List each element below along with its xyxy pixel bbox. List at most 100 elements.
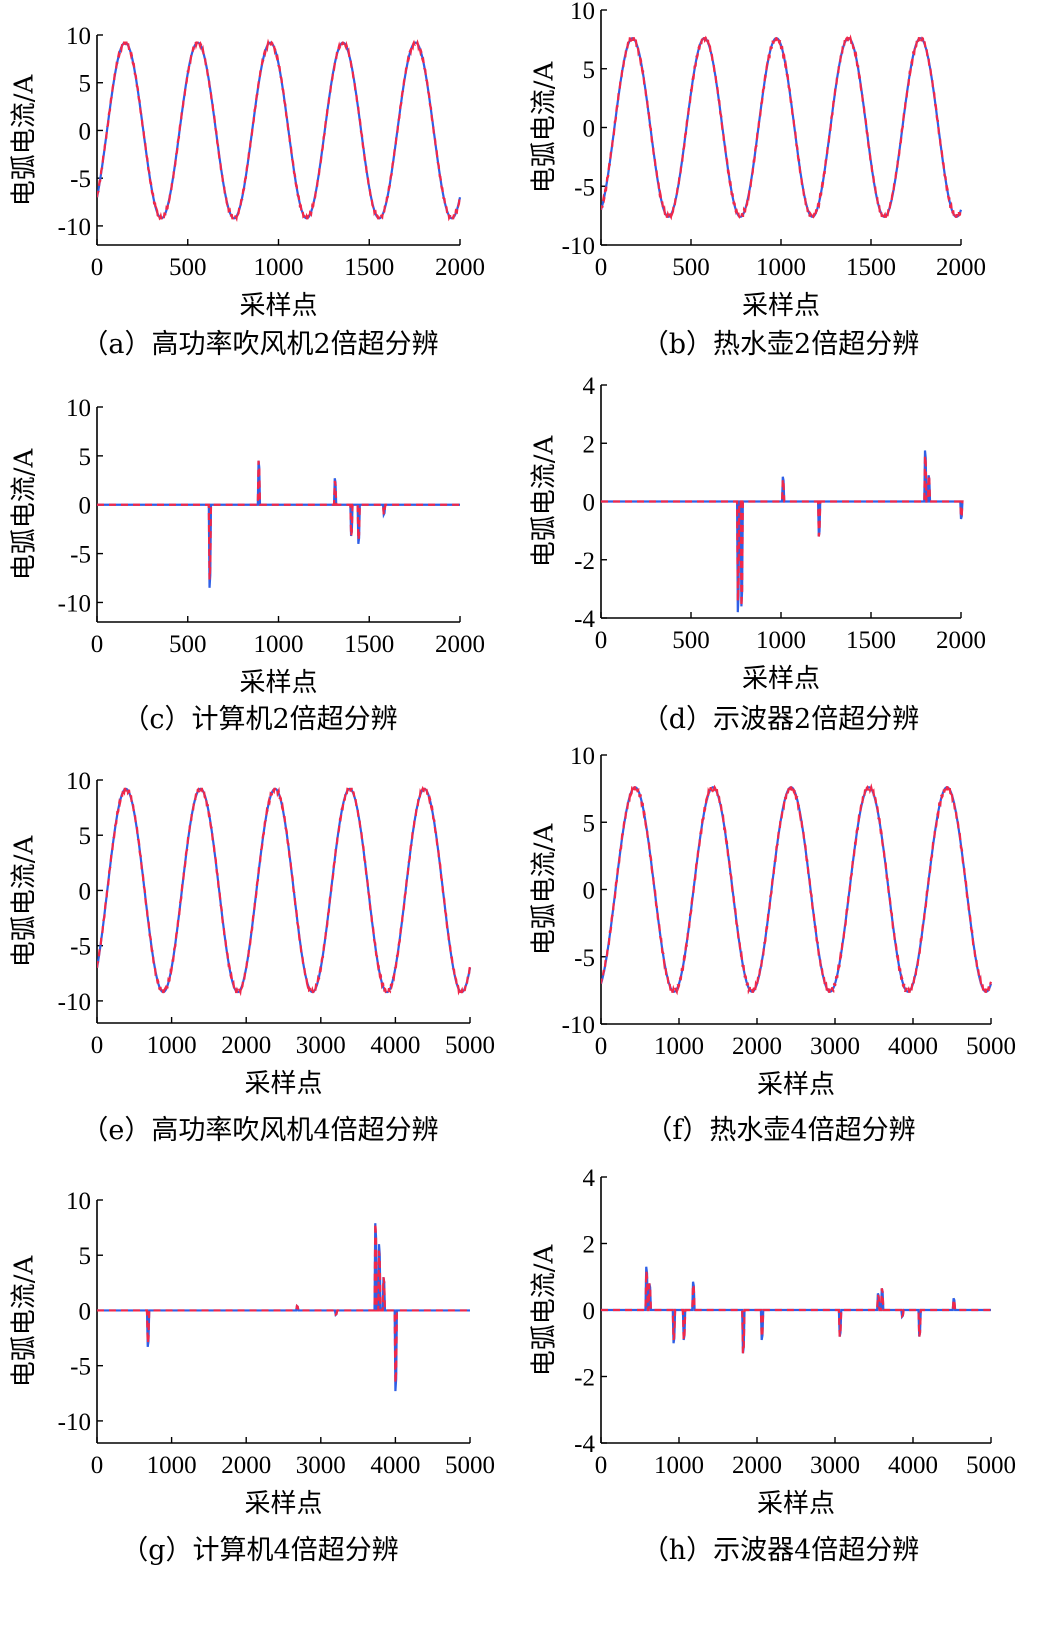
axes: 0 1000 2000 3000 4000 5000 -10 -5 0 5 10 (562, 743, 1016, 1060)
y-tick-label: -5 (574, 945, 595, 972)
x-tick-label: 2000 (732, 1033, 782, 1060)
series-reconstructed-line (601, 783, 993, 996)
x-tick-label: 1000 (756, 254, 806, 281)
x-axis-label: 采样点 (239, 291, 318, 321)
y-tick-label: -2 (574, 548, 595, 575)
panel-b: 0 500 1000 1500 2000 -10 -5 0 5 10 电弧电流/A 采样点 （b）热水壶… (520, 0, 1041, 365)
panel-c: 0 500 1000 1500 2000 -10 -5 0 5 10 电弧电流/A 采样点 （c）计算机… (0, 375, 520, 735)
panel-caption: （h）示波器4倍超分辨 (641, 1535, 920, 1566)
axes: 0 1000 2000 3000 4000 5000 -4 -2 0 2 4 (574, 1165, 1016, 1479)
x-tick-label: 1000 (254, 631, 304, 658)
x-tick-label: 1500 (344, 254, 394, 281)
series-original-line (601, 786, 993, 993)
y-tick-label: -10 (562, 1012, 595, 1039)
panel-caption: （e）高功率吹风机4倍超分辨 (81, 1115, 439, 1146)
y-tick-label: 5 (79, 823, 92, 850)
x-tick-label: 1000 (254, 254, 304, 281)
axes: 0 500 1000 1500 2000 -10 -5 0 5 10 (58, 23, 485, 281)
chart-svg: 0 500 1000 1500 2000 -10 -5 0 5 10 (58, 23, 485, 281)
x-tick-label: 3000 (810, 1033, 860, 1060)
y-tick-label: 10 (66, 395, 91, 422)
y-tick-label: 10 (66, 1188, 91, 1215)
chart-svg: 0 500 1000 1500 2000 -10 -5 0 5 10 (58, 395, 485, 658)
x-axis-label: 采样点 (244, 1069, 323, 1099)
y-axis-label: 电弧电流/A (9, 835, 40, 968)
y-tick-label: -4 (574, 606, 595, 633)
panel-caption: （b）热水壶2倍超分辨 (641, 329, 920, 360)
x-tick-label: 3000 (810, 1452, 860, 1479)
y-tick-label: -10 (58, 1409, 91, 1436)
y-axis-label: 电弧电流/A (529, 1244, 560, 1376)
y-tick-label: -5 (70, 934, 91, 961)
series-original-line (97, 460, 460, 588)
x-tick-label: 1500 (846, 627, 896, 654)
panel-a: 0 500 1000 1500 2000 -10 -5 0 5 10 电弧电流/A 采样点 （a）高功率… (0, 0, 520, 365)
y-axis-label: 电弧电流/A (9, 448, 40, 581)
x-tick-label: 0 (595, 254, 608, 281)
x-tick-label: 1000 (756, 627, 806, 654)
x-axis-label: 采样点 (756, 1489, 835, 1519)
y-tick-label: 4 (583, 1165, 596, 1192)
series-reconstructed-line (97, 38, 462, 223)
chart-svg: 0 1000 2000 3000 4000 5000 -10 -5 0 5 10 (58, 1188, 495, 1479)
y-tick-label: 2 (583, 1232, 596, 1259)
y-tick-label: 5 (79, 444, 92, 471)
x-tick-label: 4000 (888, 1452, 938, 1479)
chart-svg: 0 1000 2000 3000 4000 5000 -4 -2 0 2 4 (574, 1165, 1016, 1479)
x-tick-label: 1000 (147, 1032, 197, 1059)
y-tick-label: 10 (66, 23, 91, 50)
series-reconstructed-line (97, 784, 472, 997)
series-reconstructed-line (97, 460, 460, 580)
chart-svg: 0 1000 2000 3000 4000 5000 -10 -5 0 5 10 (58, 768, 495, 1059)
x-tick-label: 2000 (435, 254, 485, 281)
chart-svg: 0 500 1000 1500 2000 -10 -5 0 5 10 (562, 0, 986, 281)
y-tick-label: -5 (574, 174, 595, 201)
series-reconstructed-line (601, 1270, 991, 1354)
x-tick-label: 2000 (732, 1452, 782, 1479)
axes: 0 1000 2000 3000 4000 5000 -10 -5 0 5 10 (58, 768, 495, 1059)
y-tick-label: -5 (70, 166, 91, 193)
x-tick-label: 1000 (654, 1452, 704, 1479)
x-tick-label: 0 (595, 1033, 608, 1060)
y-tick-label: 0 (583, 116, 596, 143)
y-tick-label: 10 (570, 0, 595, 25)
x-tick-label: 4000 (370, 1452, 420, 1479)
x-tick-label: 2000 (936, 627, 986, 654)
y-tick-label: 0 (79, 118, 92, 145)
series-reconstructed-line (601, 33, 963, 221)
series-reconstructed-line (601, 455, 964, 607)
x-tick-label: 0 (595, 627, 608, 654)
y-axis-label: 电弧电流/A (9, 1255, 40, 1388)
series-original-line (601, 450, 964, 613)
y-axis-label: 电弧电流/A (529, 435, 560, 568)
x-axis-label: 采样点 (741, 664, 820, 694)
y-tick-label: 4 (583, 373, 596, 400)
x-tick-label: 5000 (445, 1452, 495, 1479)
y-tick-label: 10 (570, 743, 595, 770)
axes: 0 500 1000 1500 2000 -10 -5 0 5 10 (562, 0, 986, 281)
y-tick-label: -10 (58, 590, 91, 617)
x-tick-label: 1500 (846, 254, 896, 281)
x-tick-label: 2000 (435, 631, 485, 658)
x-axis-label: 采样点 (741, 291, 820, 321)
x-tick-label: 500 (672, 254, 710, 281)
y-tick-label: -10 (562, 233, 595, 260)
y-tick-label: 0 (79, 878, 92, 905)
y-tick-label: -2 (574, 1365, 595, 1392)
y-tick-label: 5 (79, 71, 92, 98)
y-tick-label: 5 (79, 1243, 92, 1270)
x-tick-label: 500 (169, 631, 207, 658)
y-tick-label: 0 (79, 493, 92, 520)
y-tick-label: 10 (66, 768, 91, 795)
y-axis-label: 电弧电流/A (529, 61, 560, 194)
axes: 0 1000 2000 3000 4000 5000 -10 -5 0 5 10 (58, 1188, 495, 1479)
y-tick-label: 0 (583, 490, 596, 517)
y-tick-label: -5 (70, 1354, 91, 1381)
axes: 0 500 1000 1500 2000 -10 -5 0 5 10 (58, 395, 485, 658)
y-tick-label: 0 (79, 1298, 92, 1325)
panel-caption: （d）示波器2倍超分辨 (641, 704, 920, 735)
x-tick-label: 0 (595, 1452, 608, 1479)
panel-h: 0 1000 2000 3000 4000 5000 -4 -2 0 2 4 电弧电流/A 采样点 （h）… (520, 1165, 1041, 1633)
y-tick-label: 0 (583, 1298, 596, 1325)
panel-caption: （a）高功率吹风机2倍超分辨 (81, 329, 439, 360)
